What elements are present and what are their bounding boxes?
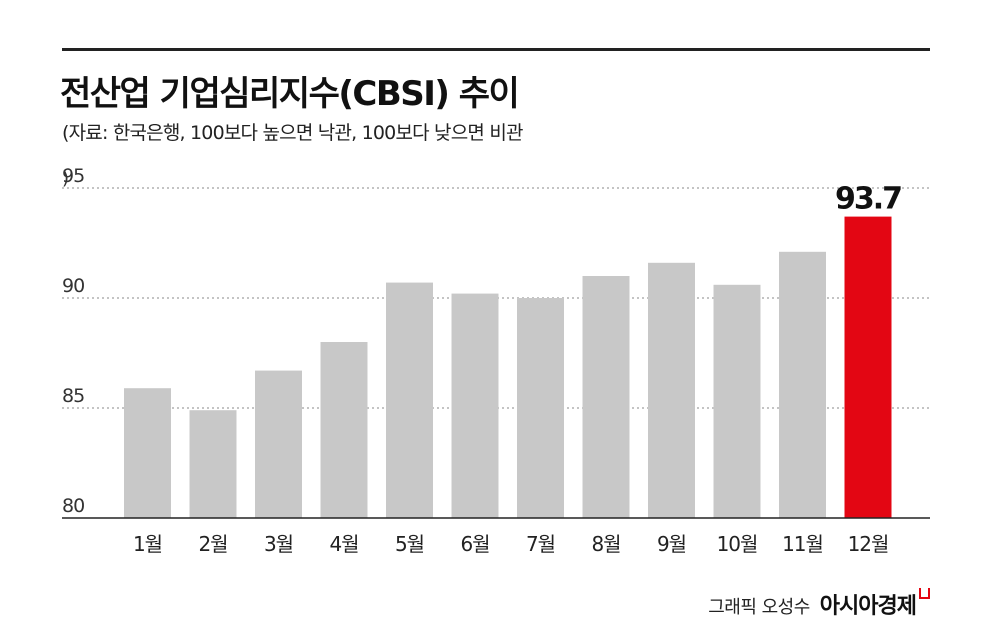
y-tick-label: 90 <box>62 275 84 297</box>
x-tick-label: 12월 <box>848 532 889 556</box>
chart-title: 전산업 기업심리지수(CBSI) 추이 <box>60 74 520 114</box>
graphic-credit: 그래픽 오성수 <box>708 597 810 618</box>
bar <box>451 293 499 518</box>
subtitle-closing-paren: ) <box>62 168 70 189</box>
x-tick-label: 3월 <box>264 532 293 556</box>
bar <box>844 216 892 518</box>
y-tick-label: 80 <box>62 495 84 517</box>
x-tick-label: 6월 <box>460 532 489 556</box>
bar <box>189 410 237 518</box>
bar <box>386 282 433 518</box>
bar <box>648 262 695 518</box>
bar <box>124 388 171 518</box>
x-tick-label: 9월 <box>657 532 686 556</box>
y-tick-label: 95 <box>62 165 84 187</box>
brand-logo: 아시아경제 <box>820 588 930 620</box>
chart-subtitle: (자료: 한국은행, 100보다 높으면 낙관, 100보다 낮으면 비관 <box>62 122 524 144</box>
bar <box>320 342 368 518</box>
x-tick-label: 11월 <box>782 532 823 556</box>
x-tick-label: 10월 <box>717 532 758 556</box>
x-tick-label: 4월 <box>329 532 358 556</box>
x-tick-label: 8월 <box>591 532 620 556</box>
bar <box>713 284 761 518</box>
brand-mark-icon <box>919 588 930 599</box>
y-tick-label: 85 <box>62 385 84 407</box>
footer: 그래픽 오성수 아시아경제 <box>708 588 930 620</box>
bar <box>582 276 630 518</box>
x-tick-label: 2월 <box>198 532 227 556</box>
x-tick-label: 7월 <box>526 532 555 556</box>
brand-name: 아시아경제 <box>819 594 917 619</box>
x-tick-label: 5월 <box>395 532 424 556</box>
bar <box>779 251 826 519</box>
x-tick-label: 1월 <box>133 532 162 556</box>
top-rule <box>62 48 930 51</box>
bar <box>517 298 564 518</box>
data-label: 93.7 <box>835 182 901 217</box>
bar <box>255 370 302 518</box>
